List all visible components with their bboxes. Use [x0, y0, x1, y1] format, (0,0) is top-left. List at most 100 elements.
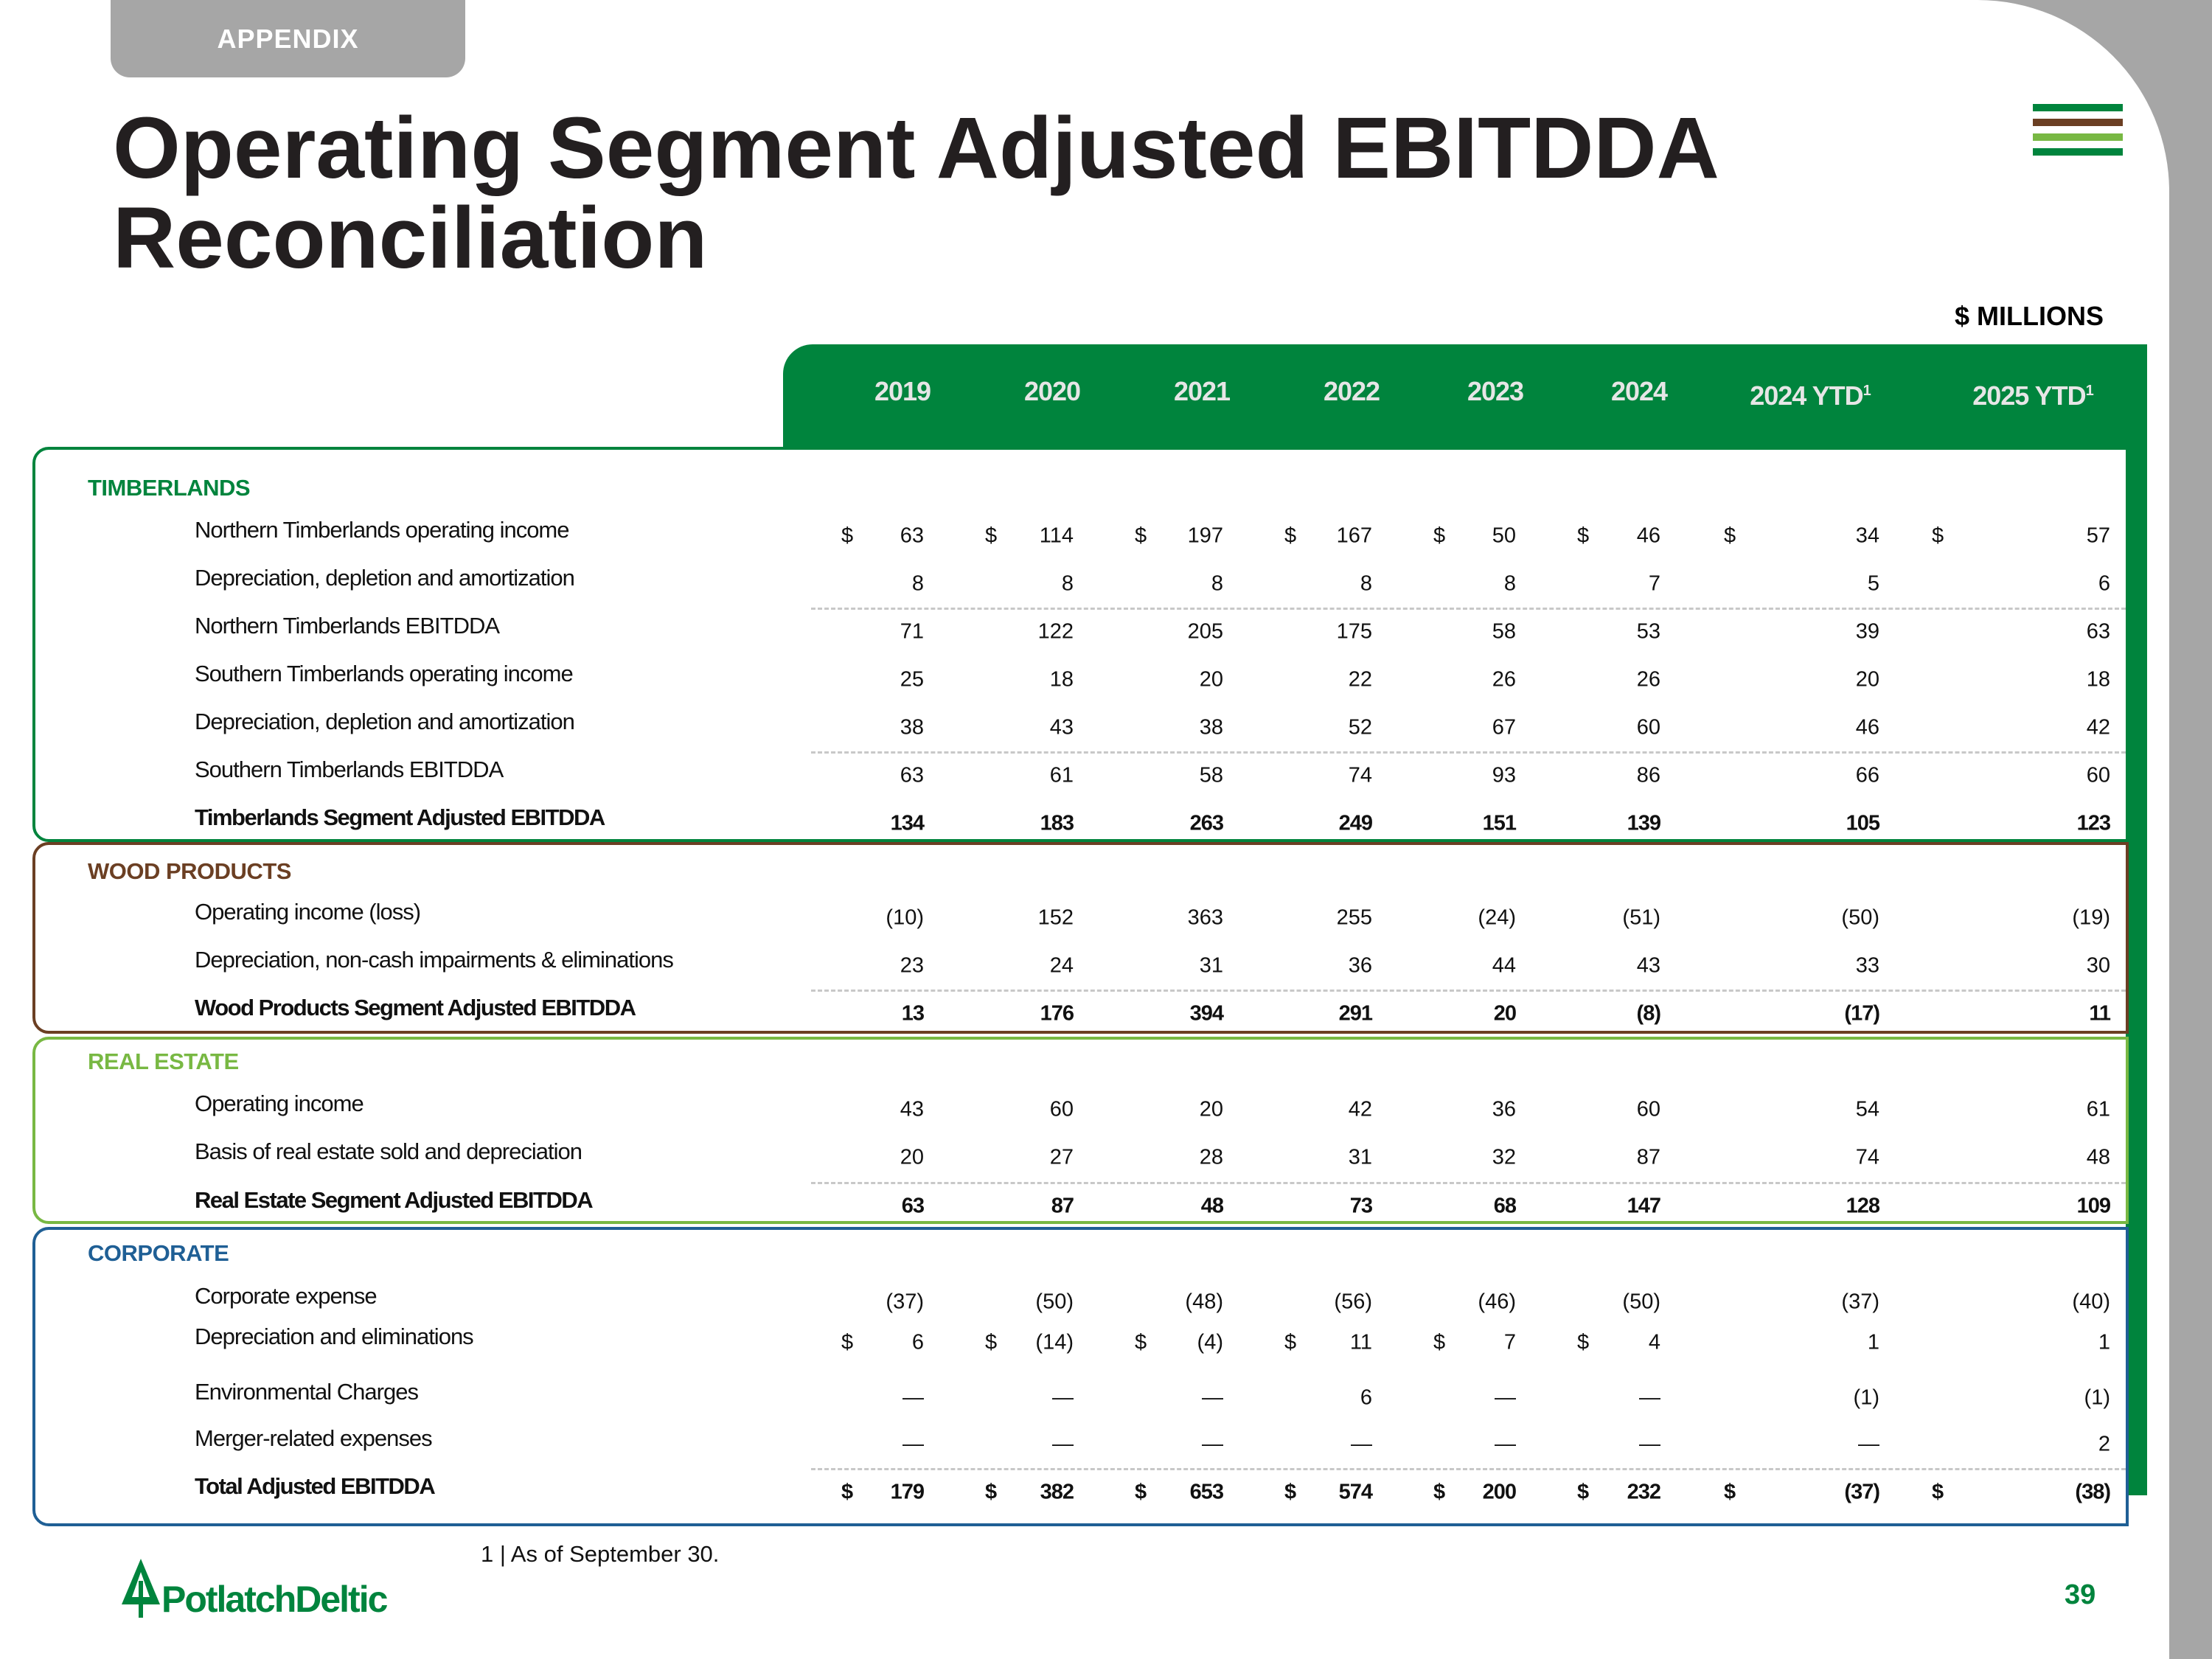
dollar-sign: $ — [1433, 1330, 1446, 1354]
table-cell: 123 — [2076, 811, 2111, 835]
table-cell: 394 — [1189, 1001, 1224, 1026]
table-cell: 57 — [2086, 524, 2110, 548]
table-cell: 71 — [900, 619, 924, 644]
table-cell: — — [1858, 1432, 1879, 1456]
dollar-sign: $ — [1284, 524, 1297, 548]
row-label: Total Adjusted EBITDDA — [195, 1473, 436, 1499]
table-cell: (40) — [2072, 1290, 2110, 1314]
table-cell: 42 — [1348, 1097, 1372, 1121]
table-cell: 86 — [1636, 763, 1660, 787]
table-cell: 38 — [900, 715, 924, 740]
column-header: 2019 — [874, 376, 931, 407]
table-cell: (50) — [1622, 1290, 1660, 1314]
table-cell: 176 — [1040, 1001, 1074, 1026]
row-label: Depreciation, depletion and amortization — [195, 709, 575, 734]
dollar-sign: $ — [1135, 1480, 1147, 1504]
table-cell: 24 — [1049, 953, 1074, 978]
table-cell: 139 — [1627, 811, 1661, 835]
table-cell: 105 — [1846, 811, 1880, 835]
row-label: Southern Timberlands operating income — [195, 661, 574, 686]
table-cell: (37) — [1841, 1290, 1879, 1314]
table-cell: 152 — [1037, 905, 1074, 930]
logo-text: PotlatchDeltic — [161, 1579, 388, 1620]
table-cell: 23 — [900, 953, 924, 978]
table-cell: 58 — [1199, 763, 1223, 787]
table-cell: 8 — [1211, 571, 1223, 596]
row-label: Depreciation and eliminations — [195, 1324, 474, 1349]
table-cell: — — [902, 1385, 924, 1410]
table-cell: 46 — [1636, 524, 1660, 548]
table-cell: 30 — [2086, 953, 2110, 978]
table-header — [783, 344, 2147, 448]
table-cell: 179 — [890, 1480, 925, 1504]
dashed-divider — [811, 608, 2126, 610]
table-cell: 197 — [1187, 524, 1223, 548]
table-cell: (8) — [1636, 1001, 1661, 1026]
column-header: 2023 — [1467, 376, 1524, 407]
table-cell: 1 — [1867, 1330, 1879, 1354]
table-cell: (4) — [1197, 1330, 1223, 1354]
table-cell: — — [1202, 1385, 1223, 1410]
column-header-label: 2024 — [1610, 376, 1668, 406]
table-cell: 7 — [1503, 1330, 1516, 1354]
dollar-sign: $ — [985, 1480, 998, 1504]
table-cell: 11 — [1349, 1330, 1372, 1354]
dollar-sign: $ — [841, 524, 854, 548]
table-cell: 8 — [1503, 571, 1516, 596]
dollar-sign: $ — [1932, 1480, 1944, 1504]
table-cell: 61 — [1049, 763, 1074, 787]
table-cell: 232 — [1627, 1480, 1661, 1504]
table-cell: 52 — [1348, 715, 1372, 740]
table-cell: 63 — [900, 763, 924, 787]
section-box — [32, 1227, 2129, 1526]
dashed-divider — [811, 990, 2126, 992]
units-label: $ MILLIONS — [1954, 301, 2104, 331]
table-cell: (50) — [1035, 1290, 1074, 1314]
table-cell: 18 — [2086, 667, 2110, 692]
table-cell: 43 — [1049, 715, 1074, 740]
table-cell: 34 — [1855, 524, 1879, 548]
section-box — [32, 1037, 2129, 1224]
table-cell: 175 — [1336, 619, 1372, 644]
row-label: Northern Timberlands EBITDDA — [195, 613, 500, 639]
table-cell: 291 — [1338, 1001, 1373, 1026]
table-cell: (37) — [886, 1290, 924, 1314]
table-cell: (19) — [2072, 905, 2110, 930]
row-label: Northern Timberlands operating income — [195, 517, 569, 543]
table-cell: (24) — [1478, 905, 1516, 930]
table-cell: 5 — [1867, 571, 1879, 596]
table-cell: 8 — [1360, 571, 1372, 596]
row-label: Merger-related expenses — [195, 1425, 433, 1451]
table-cell: (37) — [1844, 1480, 1880, 1504]
column-header: 2022 — [1324, 376, 1380, 407]
table-cell: 255 — [1336, 905, 1372, 930]
table-cell: — — [1495, 1385, 1516, 1410]
table-cell: 33 — [1855, 953, 1879, 978]
dollar-sign: $ — [1135, 1330, 1147, 1354]
table-cell: 43 — [1636, 953, 1660, 978]
dashed-divider — [811, 1468, 2126, 1470]
table-cell: 26 — [1636, 667, 1660, 692]
table-cell: 382 — [1040, 1480, 1074, 1504]
table-cell: 43 — [900, 1097, 924, 1121]
table-cell: (1) — [1853, 1385, 1879, 1410]
appendix-tab: APPENDIX — [111, 0, 465, 77]
row-label: Depreciation, depletion and amortization — [195, 565, 575, 591]
table-cell: 134 — [890, 811, 925, 835]
table-cell: 263 — [1189, 811, 1224, 835]
column-header-label: 2022 — [1323, 376, 1380, 406]
table-cell: 13 — [901, 1001, 925, 1026]
table-cell: (14) — [1035, 1330, 1074, 1354]
row-label: Basis of real estate sold and depreciati… — [195, 1138, 582, 1164]
table-cell: 93 — [1492, 763, 1516, 787]
table-cell: 20 — [1199, 1097, 1223, 1121]
dollar-sign: $ — [1724, 524, 1736, 548]
table-cell: — — [1052, 1432, 1074, 1456]
table-cell: 36 — [1492, 1097, 1516, 1121]
table-cell: 6 — [2098, 571, 2110, 596]
table-cell: 67 — [1492, 715, 1516, 740]
column-header: 2025 YTD1 — [1972, 380, 2094, 411]
dollar-sign: $ — [1433, 524, 1446, 548]
table-cell: — — [1639, 1432, 1660, 1456]
